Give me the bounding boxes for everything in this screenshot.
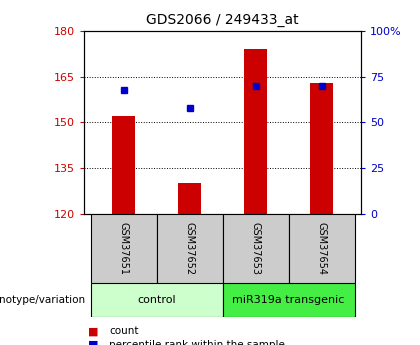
- Text: control: control: [137, 295, 176, 305]
- Bar: [223, 283, 354, 317]
- Text: percentile rank within the sample: percentile rank within the sample: [109, 340, 285, 345]
- Bar: [289, 214, 354, 283]
- Bar: [91, 214, 157, 283]
- Text: ■: ■: [88, 326, 99, 336]
- Text: GSM37652: GSM37652: [185, 222, 194, 275]
- Bar: [91, 283, 223, 317]
- Bar: [178, 184, 201, 214]
- Text: GSM37654: GSM37654: [317, 222, 327, 275]
- Bar: [157, 214, 223, 283]
- Text: count: count: [109, 326, 139, 336]
- Bar: [244, 49, 267, 214]
- Bar: [223, 214, 289, 283]
- Text: ■: ■: [88, 340, 99, 345]
- Text: miR319a transgenic: miR319a transgenic: [232, 295, 345, 305]
- Text: genotype/variation: genotype/variation: [0, 295, 85, 305]
- Bar: [310, 83, 333, 214]
- Title: GDS2066 / 249433_at: GDS2066 / 249433_at: [146, 13, 299, 27]
- Text: GSM37651: GSM37651: [118, 222, 129, 275]
- Text: GSM37653: GSM37653: [251, 222, 260, 275]
- Bar: [112, 116, 135, 214]
